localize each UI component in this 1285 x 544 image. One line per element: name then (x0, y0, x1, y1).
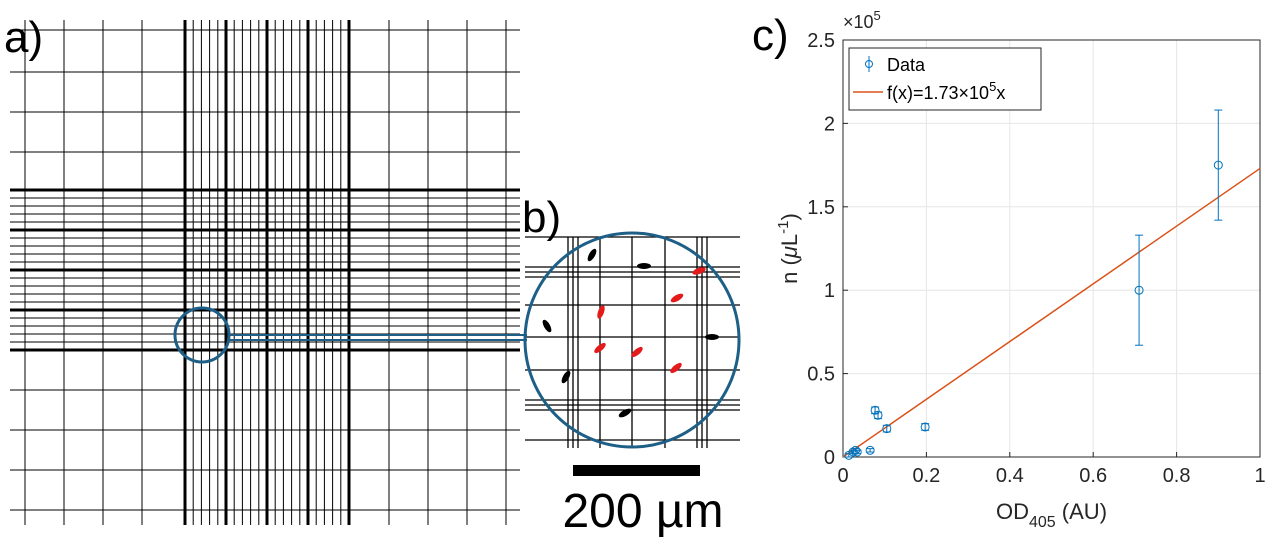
plot-frame (842, 39, 1261, 458)
scale-label: 200 µm (562, 485, 723, 538)
cell (542, 319, 552, 333)
data-point (1213, 160, 1223, 170)
zoom-circle (523, 231, 741, 449)
cell (587, 248, 597, 262)
x-tick-label: 0.2 (912, 465, 940, 487)
label-sub: 405 (1029, 514, 1056, 531)
x-axis-label: OD405 (AU) (996, 499, 1107, 531)
data-point (920, 422, 930, 432)
legend-box (848, 47, 1042, 111)
cell (594, 342, 606, 354)
data-point (873, 410, 883, 420)
data-point (870, 405, 880, 415)
cells (542, 248, 719, 418)
zoom-circle (173, 306, 231, 364)
cell (670, 362, 682, 374)
multiplier-exp: 5 (874, 8, 881, 23)
fit-line (842, 167, 1261, 458)
label-part: f(x)=1.73×10 (887, 83, 989, 103)
x-tick-label: 0.6 (1079, 465, 1107, 487)
multiplier-base: ×10 (843, 12, 874, 32)
y-tick-label: 0.5 (807, 364, 835, 386)
cell (561, 370, 571, 384)
label-part: μ (777, 246, 802, 259)
label-part: x (996, 83, 1005, 103)
legend-marker (865, 60, 873, 68)
data-point (882, 424, 892, 434)
cell (705, 334, 719, 340)
label-part: L (777, 234, 802, 246)
label-part: n ( (777, 257, 802, 283)
axis-multiplier: ×105 (843, 8, 881, 32)
label-part: (AU) (1056, 499, 1107, 524)
y-tick-label: 2.5 (807, 30, 835, 52)
x-tick-label: 0.4 (996, 465, 1024, 487)
label-part: OD (996, 499, 1029, 524)
label-sup: 5 (989, 79, 996, 94)
label-part: ) (777, 213, 802, 220)
x-tick-label: 0 (837, 465, 848, 487)
cell (670, 293, 684, 303)
legend-label: f(x)=1.73×105x (887, 79, 1005, 103)
cell (631, 346, 643, 358)
panel-label: a) (4, 13, 43, 62)
cell (618, 408, 632, 418)
y-tick-label: 0 (824, 447, 835, 469)
data-point (1134, 285, 1144, 295)
y-axis-label: n (μL-1) (775, 213, 802, 284)
panel-label: c) (752, 11, 789, 60)
x-tick-label: 0.8 (1163, 465, 1191, 487)
cell (597, 305, 605, 319)
y-tick-label: 1.5 (807, 197, 835, 219)
y-tick-label: 2 (824, 113, 835, 135)
panel-a-grid (10, 20, 520, 525)
scale-bar (573, 465, 700, 476)
data-point (865, 445, 875, 455)
cell (692, 267, 706, 275)
panel-label: b) (522, 193, 561, 242)
data-point (852, 447, 862, 457)
y-tick-label: 1 (824, 280, 835, 302)
legend-label: Data (887, 55, 926, 75)
cell (637, 263, 651, 269)
x-tick-label: 1 (1254, 465, 1265, 487)
panel-b-grid (525, 236, 740, 448)
label-sup: -1 (775, 220, 792, 233)
